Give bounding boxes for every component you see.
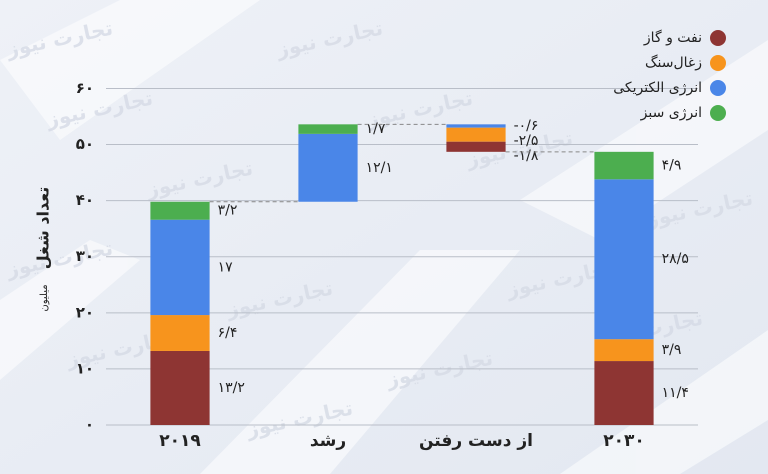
- value-label: ۴/۹: [662, 158, 682, 174]
- y-tick-label: ۲۰: [76, 303, 94, 321]
- bar-segment: [446, 124, 506, 128]
- x-tick-label: رشد: [310, 431, 346, 451]
- bar-segment: [594, 339, 654, 362]
- legend-swatch: [710, 105, 726, 121]
- legend-label: زغال‌سنگ: [645, 54, 702, 71]
- value-label: ۲۸/۵: [662, 251, 689, 267]
- bar-segment: [594, 179, 654, 340]
- value-label: ۱۲/۱: [366, 160, 393, 176]
- value-label: ۱/۷: [366, 121, 386, 137]
- legend-label: انرژی الکتریکی: [613, 80, 702, 96]
- value-label: ۳/۹: [662, 342, 682, 358]
- bar-segment: [594, 361, 654, 425]
- bar-segment: [150, 201, 210, 220]
- y-tick-label: ۳۰: [76, 247, 94, 265]
- y-axis-title: تعداد شغل: [34, 187, 53, 270]
- value-label: ۳/۲: [218, 203, 238, 219]
- legend-swatch: [710, 80, 726, 96]
- bar-segment: [446, 141, 506, 152]
- value-label: ۱۳/۲: [218, 380, 245, 396]
- value-label: -۱/۸: [514, 148, 539, 164]
- y-tick-label: ۰: [85, 416, 94, 434]
- value-label: -۰/۶: [514, 118, 539, 134]
- legend-label: انرژی سبز: [640, 105, 702, 121]
- x-tick-label: ۲۰۳۰: [603, 431, 645, 451]
- y-tick-label: ۵۰: [76, 135, 94, 153]
- value-label: ۱۱/۴: [662, 385, 689, 401]
- legend-swatch: [710, 55, 726, 71]
- bar-segment: [150, 219, 210, 316]
- legend-label: نفت و گاز: [643, 29, 702, 46]
- y-axis-unit: میلیون: [39, 284, 50, 311]
- bar-segment: [594, 151, 654, 180]
- bar-segment: [298, 133, 358, 202]
- y-tick-label: ۶۰: [76, 79, 94, 97]
- bar-segment: [150, 315, 210, 351]
- x-tick-label: از دست رفتن: [419, 431, 533, 451]
- bar-segment: [298, 124, 358, 134]
- legend-swatch: [710, 30, 726, 46]
- y-tick-label: ۴۰: [76, 191, 94, 209]
- value-label: ۱۷: [218, 259, 234, 275]
- x-tick-label: ۲۰۱۹: [159, 431, 201, 451]
- y-tick-label: ۱۰: [76, 359, 94, 377]
- value-label: -۲/۵: [514, 133, 539, 149]
- bar-segment: [150, 350, 210, 425]
- value-label: ۶/۴: [218, 325, 238, 341]
- bar-segment: [446, 127, 506, 142]
